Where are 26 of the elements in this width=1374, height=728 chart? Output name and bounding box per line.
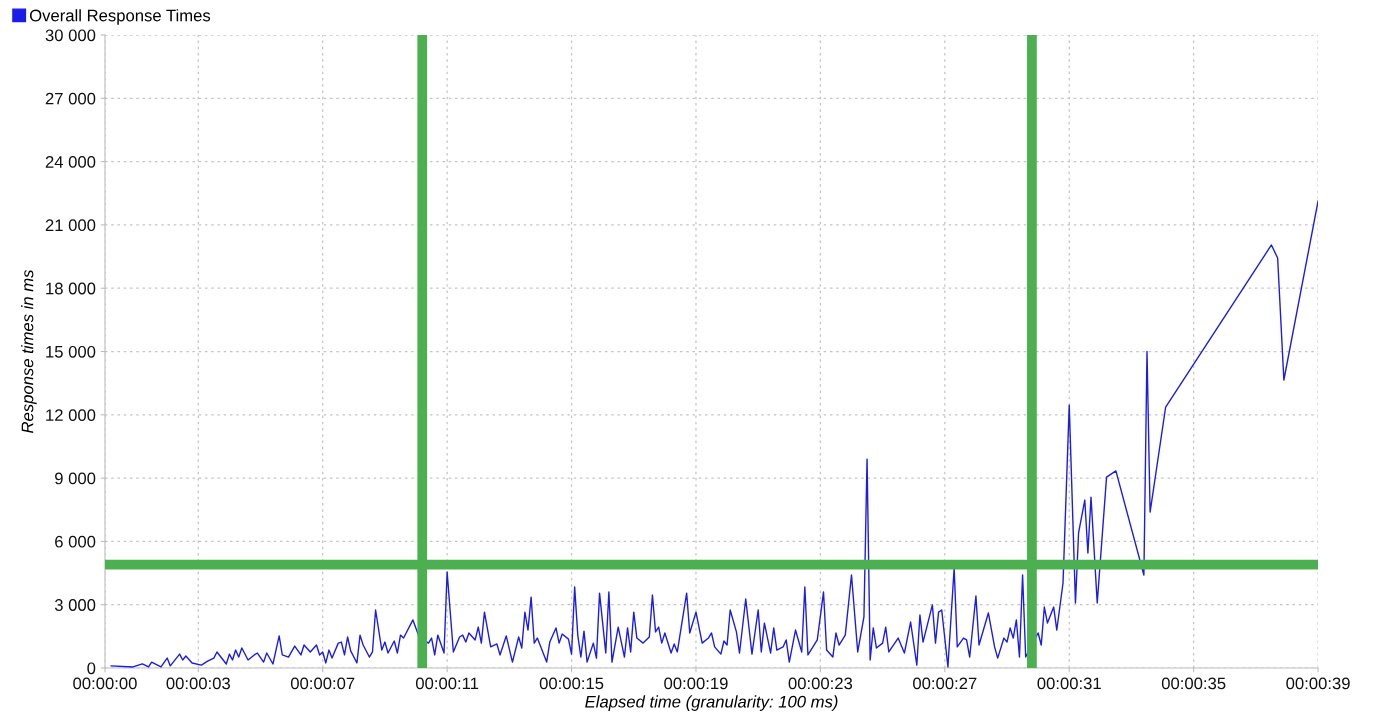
y-tick-label: 30 000: [45, 29, 96, 42]
x-axis-title: Elapsed time (granularity: 100 ms): [585, 695, 838, 711]
x-tick-label: 00:00:03: [166, 677, 230, 690]
y-tick-label: 15 000: [46, 345, 96, 358]
x-tick-label: 00:00:31: [1037, 677, 1101, 690]
y-tick-label: 24 000: [45, 156, 96, 168]
y-tick-label: 0: [87, 662, 96, 675]
x-tick-label: 00:00:00: [73, 677, 137, 690]
y-tick-label: 27 000: [45, 92, 96, 105]
y-tick-label: 9 000: [55, 472, 96, 485]
x-tick-label: 00:00:11: [415, 677, 479, 690]
x-tick-label: 00:00:19: [664, 677, 728, 690]
y-tick-label: 18 000: [46, 282, 96, 295]
y-tick-label: 21 000: [45, 219, 96, 232]
x-tick-label: 00:00:39: [1286, 677, 1350, 690]
x-tick-label: 00:00:07: [290, 677, 355, 690]
x-tick-label: 00:00:27: [913, 677, 977, 690]
y-axis-title: Response times in ms: [21, 269, 37, 433]
x-tick-label: 00:00:15: [539, 677, 604, 690]
line-series: [110, 200, 1319, 668]
legend-label: Overall Response Times: [29, 9, 211, 25]
y-tick-label: 6 000: [55, 535, 96, 548]
y-tick-label: 3 000: [54, 599, 96, 611]
x-tick-label: 00:00:23: [788, 677, 853, 690]
y-tick-label: 12 000: [46, 409, 96, 422]
x-tick-label: 00:00:35: [1161, 677, 1226, 690]
